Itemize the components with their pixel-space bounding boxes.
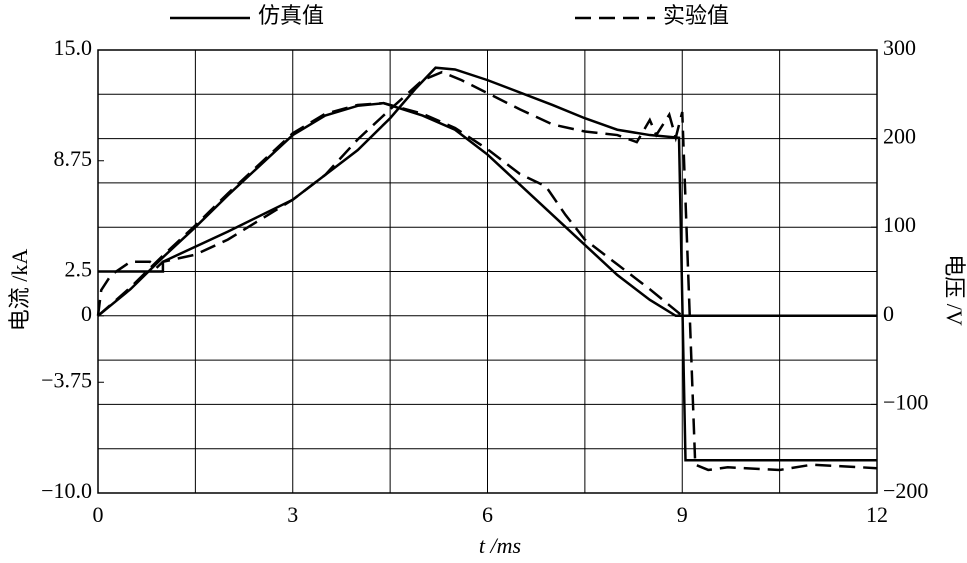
y2-axis-label: 电压 /V [942, 254, 967, 326]
data-line [96, 70, 878, 472]
x-tick-label: 12 [866, 502, 888, 527]
y-tick-label: −3.75 [41, 367, 92, 392]
y2-tick-label: −100 [883, 389, 928, 414]
y2-tick-label: 200 [883, 124, 916, 149]
x-axis-label: t /ms [479, 533, 521, 558]
x-tick-label: 6 [482, 502, 493, 527]
y-tick-label: 8.75 [54, 146, 93, 171]
y2-tick-label: 0 [883, 301, 894, 326]
legend-label: 实验值 [663, 3, 729, 28]
y2-tick-label: 300 [883, 35, 916, 60]
y2-tick-label: 100 [883, 212, 916, 237]
legend-label: 仿真值 [258, 3, 324, 28]
y-axis-label: 电流 /kA [7, 249, 32, 332]
y2-tick-label: −200 [883, 478, 928, 503]
data-line [97, 101, 877, 318]
x-tick-label: 0 [93, 502, 104, 527]
y-tick-label: 15.0 [54, 35, 93, 60]
x-tick-label: 9 [677, 502, 688, 527]
y-tick-label: 2.5 [65, 257, 93, 282]
y-tick-label: −10.0 [41, 478, 92, 503]
x-tick-label: 3 [287, 502, 298, 527]
data-line [98, 66, 877, 462]
y-tick-label: 0 [81, 301, 92, 326]
